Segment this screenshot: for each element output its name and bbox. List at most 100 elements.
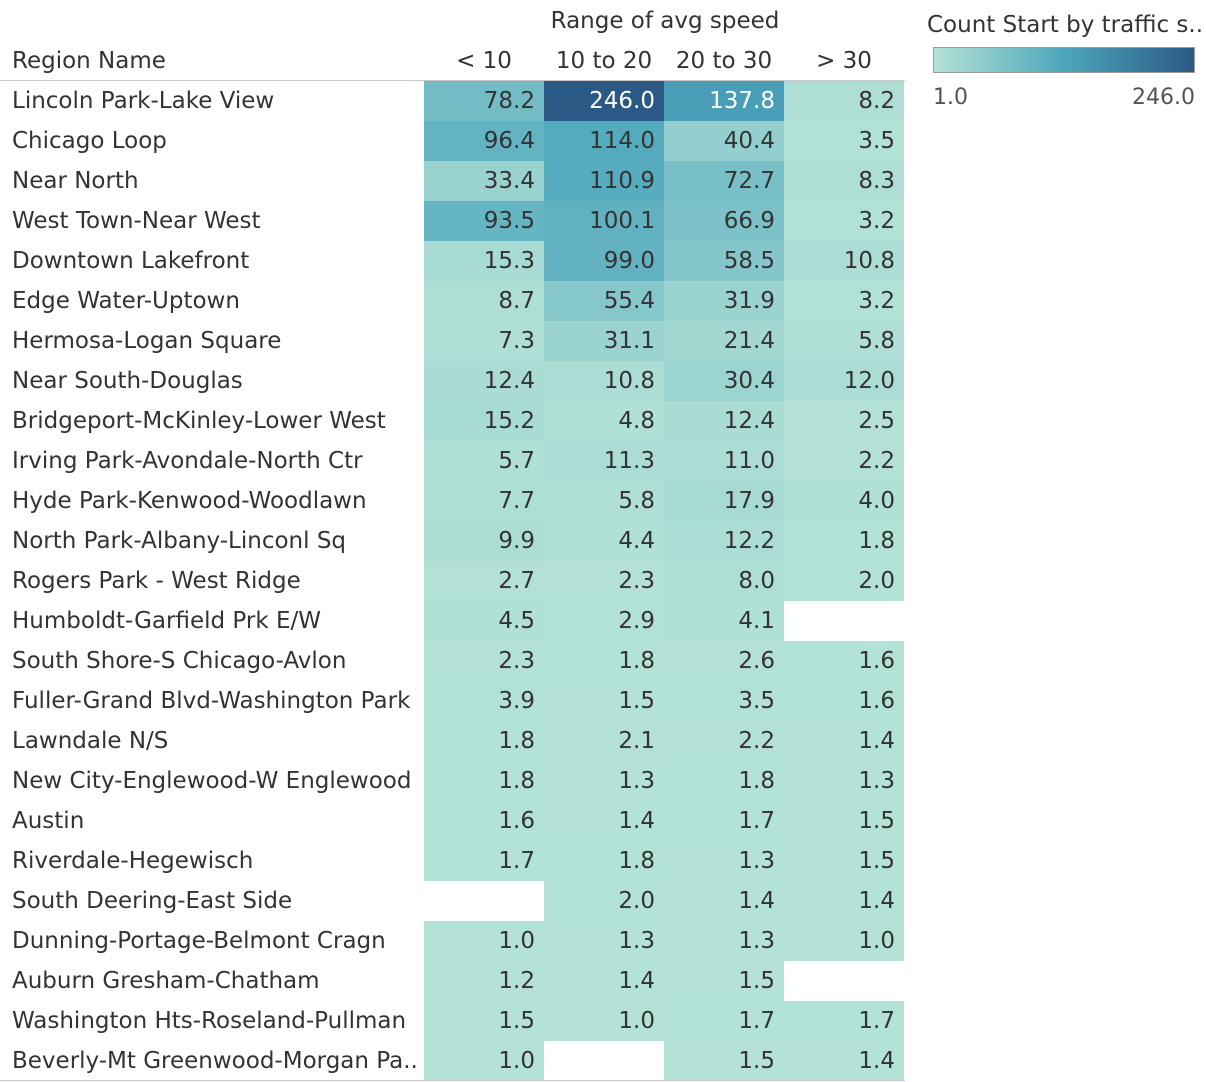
heatmap-cell: 1.8	[784, 521, 904, 561]
heatmap-cell: 1.3	[664, 841, 784, 881]
column-header-20-30: 20 to 30	[675, 48, 773, 74]
heatmap-cell: 17.9	[664, 481, 784, 521]
heatmap-cell: 1.5	[664, 1041, 784, 1081]
heatmap-cell: 96.4	[424, 121, 544, 161]
heatmap-cell: 2.6	[664, 641, 784, 681]
heatmap-cell: 7.3	[424, 321, 544, 361]
heatmap-cell: 8.0	[664, 561, 784, 601]
heatmap-cell: 99.0	[544, 241, 664, 281]
row-label: Rogers Park - West Ridge	[12, 568, 301, 594]
heatmap-cell: 4.5	[424, 601, 544, 641]
heatmap-cell: 7.7	[424, 481, 544, 521]
heatmap-cell: 5.8	[544, 481, 664, 521]
heatmap-cell: 3.5	[784, 121, 904, 161]
heatmap-cell: 2.1	[544, 721, 664, 761]
heatmap-cell: 1.3	[544, 921, 664, 961]
heatmap-cell: 3.9	[424, 681, 544, 721]
heatmap-cell: 1.4	[664, 881, 784, 921]
heatmap-cell: 1.5	[544, 681, 664, 721]
heatmap-cell: 4.8	[544, 401, 664, 441]
heatmap-cell: 1.0	[784, 921, 904, 961]
row-label: Riverdale-Hegewisch	[12, 848, 254, 874]
heatmap-cell: 1.8	[544, 641, 664, 681]
heatmap-cell: 1.3	[784, 761, 904, 801]
heatmap-cell: 1.0	[544, 1001, 664, 1041]
heatmap-cell: 11.3	[544, 441, 664, 481]
heatmap-cell: 10.8	[544, 361, 664, 401]
row-label: Washington Hts-Roseland-Pullman	[12, 1008, 407, 1034]
row-label: Lawndale N/S	[12, 728, 169, 754]
row-label: Auburn Gresham-Chatham	[12, 968, 320, 994]
row-label: Bridgeport-McKinley-Lower West	[12, 408, 386, 434]
heatmap-cell: 2.5	[784, 401, 904, 441]
row-label: Downtown Lakefront	[12, 248, 250, 274]
heatmap-cell: 1.7	[664, 801, 784, 841]
heatmap-cell: 15.2	[424, 401, 544, 441]
heatmap-cell: 1.8	[424, 761, 544, 801]
heatmap-cell: 40.4	[664, 121, 784, 161]
heatmap-cell: 1.7	[664, 1001, 784, 1041]
heatmap-cell: 2.0	[544, 881, 664, 921]
column-group-title: Range of avg speed	[550, 8, 780, 34]
heatmap-cell: 1.8	[544, 841, 664, 881]
heatmap-cell: 33.4	[424, 161, 544, 201]
legend-gradient-bar	[933, 47, 1195, 73]
heatmap-cell: 1.5	[784, 801, 904, 841]
row-label: Irving Park-Avondale-North Ctr	[12, 448, 363, 474]
heatmap-cell: 3.2	[784, 281, 904, 321]
heatmap-cell: 246.0	[544, 81, 664, 121]
heatmap-cell: 55.4	[544, 281, 664, 321]
heatmap-cell: 12.2	[664, 521, 784, 561]
legend-max-label: 246.0	[1132, 85, 1195, 110]
heatmap-cell: 72.7	[664, 161, 784, 201]
row-label: South Deering-East Side	[12, 888, 293, 914]
heatmap-cell: 2.2	[664, 721, 784, 761]
heatmap-cell: 5.8	[784, 321, 904, 361]
column-header-10-20: 10 to 20	[555, 48, 653, 74]
heatmap-cell: 1.6	[424, 801, 544, 841]
heatmap-cell: 11.0	[664, 441, 784, 481]
heatmap-cell: 8.7	[424, 281, 544, 321]
row-label: Edge Water-Uptown	[12, 288, 240, 314]
heatmap-cell: 1.8	[664, 761, 784, 801]
row-label: New City-Englewood-W Englewood	[12, 768, 412, 794]
heatmap-cell: 15.3	[424, 241, 544, 281]
heatmap-cell: 114.0	[544, 121, 664, 161]
row-label: Fuller-Grand Blvd-Washington Park	[12, 688, 411, 714]
heatmap-cell: 4.4	[544, 521, 664, 561]
heatmap-cell: 3.5	[664, 681, 784, 721]
heatmap-cell: 1.4	[784, 881, 904, 921]
header-divider	[0, 80, 905, 81]
heatmap-cell: 110.9	[544, 161, 664, 201]
bottom-divider	[0, 1080, 905, 1081]
heatmap-cell: 1.4	[784, 721, 904, 761]
row-label: Dunning-Portage-Belmont Cragn	[12, 928, 386, 954]
heatmap-cell: 93.5	[424, 201, 544, 241]
heatmap-cell: 9.9	[424, 521, 544, 561]
heatmap-cell: 5.7	[424, 441, 544, 481]
heatmap-cell: 1.4	[544, 961, 664, 1001]
heatmap-cell: 4.1	[664, 601, 784, 641]
row-label: Near South-Douglas	[12, 368, 243, 394]
heatmap-cell: 1.0	[424, 921, 544, 961]
heatmap-cell: 1.2	[424, 961, 544, 1001]
heatmap-cell: 30.4	[664, 361, 784, 401]
heatmap-cell: 12.0	[784, 361, 904, 401]
row-header: Region Name	[12, 48, 166, 74]
heatmap-cell: 2.3	[544, 561, 664, 601]
heatmap-cell: 1.8	[424, 721, 544, 761]
heatmap-cell: 1.3	[544, 761, 664, 801]
heatmap-cell: 137.8	[664, 81, 784, 121]
heatmap-cell: 2.2	[784, 441, 904, 481]
heatmap-cell: 2.9	[544, 601, 664, 641]
heatmap-cell: 2.0	[784, 561, 904, 601]
row-label: Beverly-Mt Greenwood-Morgan Pa..	[12, 1048, 418, 1074]
heatmap-cell: 1.4	[544, 801, 664, 841]
heatmap-cell: 1.7	[424, 841, 544, 881]
row-label: North Park-Albany-Linconl Sq	[12, 528, 347, 554]
heatmap-cell: 1.5	[424, 1001, 544, 1041]
column-header-gt30: > 30	[816, 48, 872, 74]
heatmap-cell: 1.6	[784, 641, 904, 681]
legend-title: Count Start by traffic s..	[927, 12, 1203, 38]
heatmap-cell: 1.3	[664, 921, 784, 961]
